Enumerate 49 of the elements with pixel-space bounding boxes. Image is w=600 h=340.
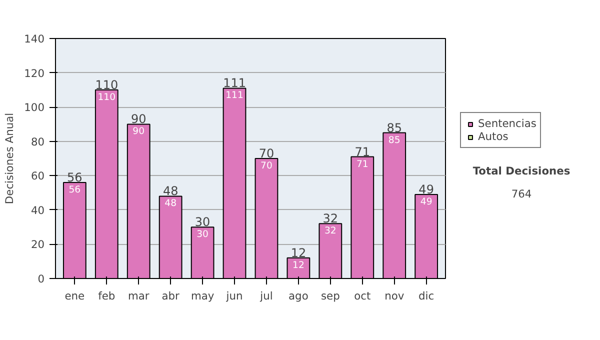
y-tick-label: 120 — [24, 66, 45, 80]
total-label: 32 — [322, 212, 338, 226]
x-tick-label: mar — [128, 290, 150, 302]
data-label: 70 — [260, 160, 272, 172]
total-label: 12 — [290, 246, 306, 260]
data-label: 48 — [164, 198, 177, 210]
x-tick-label: ene — [64, 290, 85, 302]
x-tick-label: oct — [354, 290, 371, 302]
x-tick-label: may — [190, 290, 214, 302]
y-tick-label: 80 — [30, 135, 45, 148]
total-label: 111 — [223, 76, 246, 90]
legend-label: Sentencias — [478, 117, 536, 130]
y-tick-label: 20 — [30, 238, 45, 252]
total-label: 70 — [258, 146, 274, 160]
data-label: 30 — [196, 229, 209, 240]
total-label: 71 — [354, 144, 370, 159]
y-axis-title: Decisiones Anual — [3, 112, 16, 204]
x-tick-label: nov — [384, 290, 404, 302]
text: Total Decisiones — [472, 164, 570, 178]
text: 764 — [511, 188, 532, 201]
total-label: 49 — [418, 182, 434, 196]
x-tick-label: ago — [288, 290, 308, 302]
y-tick-label: 100 — [24, 101, 45, 114]
x-tick-label: jul — [259, 290, 273, 302]
y-tick-label: 140 — [24, 32, 45, 46]
legend-label: Autos — [478, 130, 508, 143]
data-label: 56 — [68, 184, 81, 196]
x-tick-label: jun — [225, 290, 243, 302]
data-label: 85 — [388, 134, 400, 146]
total-label: 48 — [162, 184, 178, 198]
y-tick-label: 60 — [30, 170, 45, 183]
x-tick-label: abr — [162, 290, 180, 302]
total-label: 56 — [67, 170, 82, 184]
total-label: 110 — [95, 78, 118, 92]
y-tick-label: 0 — [38, 272, 45, 286]
total-label: 30 — [194, 215, 210, 230]
data-label: 12 — [292, 260, 304, 271]
y-tick-label: 40 — [30, 204, 45, 217]
data-label: 71 — [356, 158, 368, 170]
total-label: 90 — [130, 112, 146, 126]
data-label: 110 — [98, 92, 116, 103]
data-label: 90 — [132, 126, 145, 138]
total-label: 85 — [386, 120, 402, 135]
data-label: 111 — [226, 90, 244, 102]
x-tick-label: feb — [98, 290, 116, 302]
data-label: 49 — [420, 196, 432, 208]
x-tick-label: dic — [418, 290, 434, 302]
x-tick-label: sep — [320, 290, 340, 302]
data-label: 32 — [324, 226, 336, 237]
